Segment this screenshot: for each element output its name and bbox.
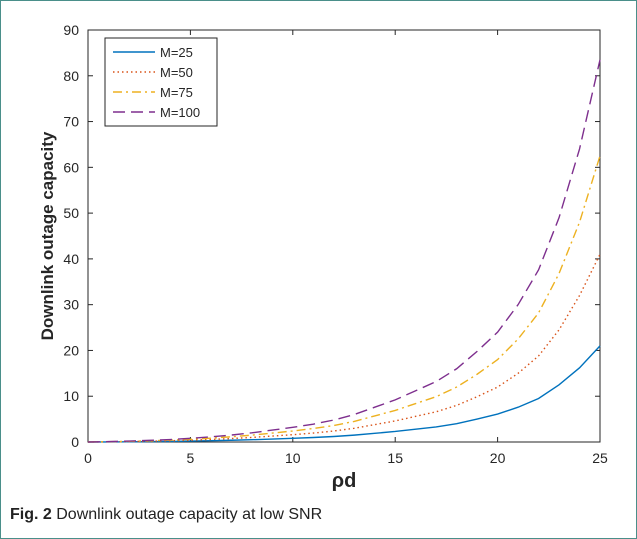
x-axis: 0 5 10 15 20 25 — [84, 30, 608, 466]
series-lines — [87, 59, 601, 443]
figure-label: Fig. 2 — [10, 506, 52, 523]
y-axis-title: Downlink outage capacity — [38, 131, 57, 340]
caption-text: Downlink outage capacity at low SNR — [56, 506, 323, 523]
legend-label: M=50 — [160, 65, 193, 80]
y-tick-label: 90 — [63, 22, 79, 38]
y-tick-label: 80 — [63, 68, 79, 84]
y-tick-label: 20 — [63, 342, 79, 358]
series-line-4 — [87, 59, 601, 443]
y-tick-label: 0 — [71, 434, 79, 450]
legend-label: M=75 — [160, 85, 193, 100]
figure-caption: Fig. 2 Downlink outage capacity at low S… — [10, 506, 322, 524]
x-tick-label: 15 — [387, 450, 403, 466]
x-tick-label: 25 — [592, 450, 608, 466]
legend: M=25 M=50 M=75 M=100 — [104, 37, 218, 127]
x-tick-label: 5 — [187, 450, 195, 466]
series-line-1 — [87, 345, 601, 443]
x-tick-label: 10 — [285, 450, 301, 466]
x-tick-label: 20 — [490, 450, 506, 466]
series-line-2 — [87, 253, 601, 443]
y-tick-label: 50 — [63, 205, 79, 221]
y-tick-label: 30 — [63, 297, 79, 313]
x-axis-title: ρd — [332, 470, 357, 492]
y-tick-label: 10 — [63, 388, 79, 404]
y-tick-label: 70 — [63, 114, 79, 130]
legend-label: M=25 — [160, 45, 193, 60]
y-tick-label: 60 — [63, 159, 79, 175]
x-tick-label: 0 — [84, 450, 92, 466]
legend-label: M=100 — [160, 105, 200, 120]
y-tick-label: 40 — [63, 251, 79, 267]
y-axis: 0 10 20 30 40 50 60 70 80 90 — [63, 22, 600, 450]
